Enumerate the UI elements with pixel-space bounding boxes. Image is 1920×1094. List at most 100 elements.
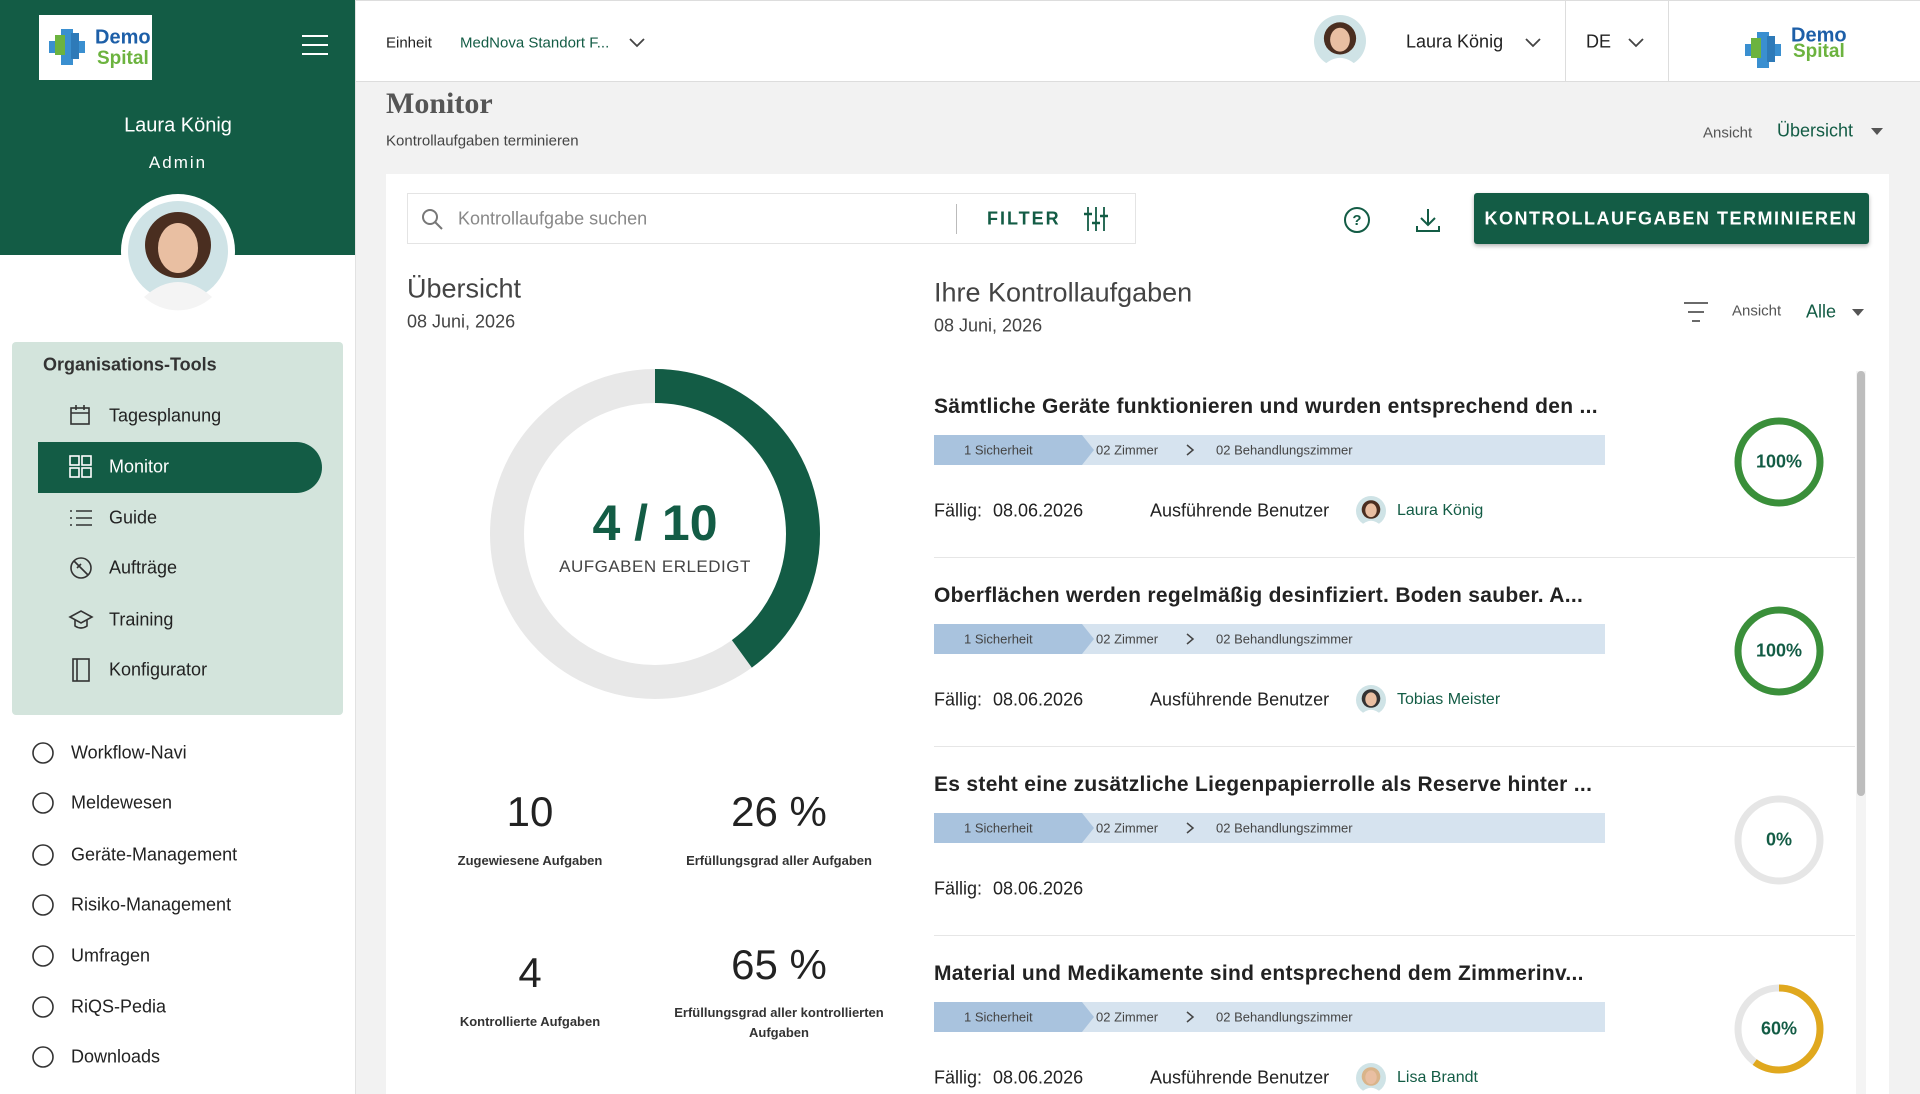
unit-select[interactable]: MedNova Standort F... [460, 34, 610, 52]
nav-item[interactable]: Risiko-Management [71, 894, 232, 915]
breadcrumb-arrow [1186, 633, 1195, 645]
svg-text:?: ? [1352, 212, 1361, 229]
primary-button-label[interactable]: KONTROLLAUFGABEN TERMINIEREN [1484, 208, 1858, 229]
stat-label: Kontrollierte Aufgaben [459, 1014, 601, 1029]
nav-icon [32, 996, 54, 1018]
overview-title: Übersicht [407, 273, 522, 304]
due-date: 08.06.2026 [993, 500, 1084, 521]
logo-text: Demo [95, 26, 151, 49]
nav-item[interactable]: Konfigurator [109, 659, 208, 680]
search-placeholder: Kontrollaufgabe suchen [458, 208, 648, 229]
donut-caption: AUFGABEN ERLEDIGT [559, 557, 751, 576]
nav-icon [32, 1046, 54, 1068]
logo-text: Spital [97, 48, 149, 70]
caret [1871, 128, 1883, 135]
due-label: Fällig: [934, 500, 983, 521]
task-title[interactable]: Sämtliche Geräte funktionieren und wurde… [934, 395, 1598, 418]
task-title[interactable]: Material und Medikamente sind entspreche… [934, 962, 1584, 985]
user-name[interactable]: Tobias Meister [1397, 691, 1501, 708]
stat-label: Erfüllungsgrad aller kontrollierten Aufg… [674, 1005, 884, 1040]
nav-icon [32, 894, 54, 916]
stat-label: Erfüllungsgrad aller Aufgaben [686, 853, 872, 868]
filter-icon [1084, 207, 1108, 231]
breadcrumb-item: 1 Sicherheit [964, 442, 1033, 458]
nav-item[interactable]: Downloads [71, 1046, 161, 1067]
overview-date: 08 Juni, 2026 [407, 311, 516, 332]
page-subtitle: Kontrollaufgaben terminieren [386, 132, 579, 150]
task-title[interactable]: Es steht eine zusätzliche Liegenpapierro… [934, 773, 1593, 796]
ring-arc [1734, 606, 1824, 696]
scrollbar-thumb[interactable] [1857, 371, 1865, 796]
nav-icon [32, 945, 54, 967]
breadcrumb-segment [934, 624, 1094, 654]
language-select[interactable]: DE [1586, 31, 1612, 52]
nav-item[interactable]: Aufträge [109, 557, 178, 578]
user-name[interactable]: Laura König [1397, 502, 1484, 519]
download-icon [1416, 209, 1440, 232]
breadcrumb-segment [934, 813, 1094, 843]
nav-icon [70, 510, 92, 526]
nav-item[interactable]: Guide [109, 507, 158, 528]
help-icon: ? [1344, 207, 1370, 233]
separator [934, 557, 1855, 558]
user-name: Laura König [124, 114, 232, 137]
separator [934, 746, 1855, 747]
stat-value: 26 % [731, 788, 827, 835]
nav-item[interactable]: RiQS-Pedia [71, 996, 167, 1017]
user-name[interactable]: Lisa Brandt [1397, 1069, 1478, 1086]
tasks-date: 08 Juni, 2026 [934, 315, 1043, 336]
breadcrumb-item: 02 Zimmer [1096, 442, 1159, 458]
nav-item[interactable]: Meldewesen [71, 792, 173, 813]
nav-item[interactable]: Umfragen [71, 945, 151, 966]
caret [1852, 309, 1864, 316]
menu-icon [302, 35, 328, 55]
nav-item[interactable]: Training [109, 609, 174, 630]
tools-title: Organisations-Tools [43, 354, 217, 375]
header-avatar [1314, 15, 1366, 67]
due-label: Fällig: [934, 1067, 983, 1088]
logo-mark [1745, 32, 1781, 68]
nav-item[interactable]: Workflow-Navi [71, 742, 187, 763]
view-select[interactable]: Übersicht [1777, 120, 1854, 141]
breadcrumb-item: 1 Sicherheit [964, 1009, 1033, 1025]
breadcrumb-arrow [1186, 444, 1195, 456]
breadcrumb-item: 02 Zimmer [1096, 1009, 1159, 1025]
nav-icon [72, 658, 90, 682]
ring-arc [1734, 984, 1824, 1074]
search-box[interactable] [407, 193, 1136, 244]
nav-item[interactable]: Tagesplanung [109, 405, 222, 426]
user-role: Admin [148, 153, 208, 172]
primary-button[interactable] [1474, 193, 1869, 244]
chevron [1628, 38, 1644, 48]
chevron [1525, 38, 1541, 48]
sort-icon [1684, 302, 1708, 322]
view-select[interactable]: Alle [1806, 301, 1837, 322]
progress-ring [1734, 417, 1824, 507]
logo-text: Demo [1791, 24, 1847, 47]
nav-item[interactable]: Geräte-Management [71, 844, 238, 865]
nav-icon [32, 844, 54, 866]
tasks-title: Ihre Kontrollaufgaben [934, 277, 1193, 308]
breadcrumb-segment [934, 435, 1094, 465]
tools-panel [12, 342, 343, 715]
due-date: 08.06.2026 [993, 878, 1084, 899]
logo-mark [49, 29, 85, 65]
stat-value: 65 % [731, 941, 827, 988]
task-title[interactable]: Oberflächen werden regelmäßig desinfizie… [934, 584, 1584, 607]
nav-icon [32, 742, 54, 764]
divider [956, 204, 957, 234]
user-label: Ausführende Benutzer [1150, 1067, 1330, 1088]
progress-ring [1734, 795, 1824, 885]
breadcrumb-item: 02 Behandlungszimmer [1216, 1009, 1353, 1025]
stat-label: Zugewiesene Aufgaben [457, 853, 603, 868]
view-label: Ansicht [1732, 302, 1782, 320]
donut [490, 369, 820, 699]
nav-item[interactable]: Monitor [109, 456, 170, 477]
progress-ring [1734, 984, 1824, 1074]
progress-label: 100% [1755, 451, 1803, 472]
breadcrumb-segment [934, 1002, 1094, 1032]
filter-button[interactable]: FILTER [987, 208, 1061, 229]
user-menu[interactable]: Laura König [1406, 31, 1504, 52]
